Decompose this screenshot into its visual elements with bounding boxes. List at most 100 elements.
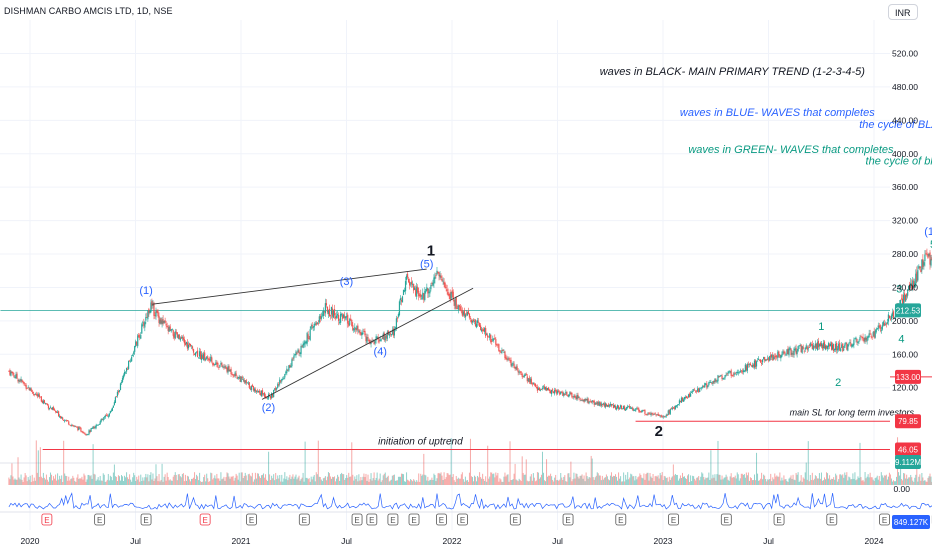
volume-bar (765, 479, 767, 485)
volume-bar (809, 475, 811, 485)
candle-body (858, 340, 860, 342)
candle-body (628, 405, 630, 407)
volume-bar (583, 475, 585, 485)
candle-body (680, 397, 683, 403)
volume-bar (421, 475, 423, 485)
candle-body (364, 331, 366, 336)
candle-body (46, 403, 49, 405)
candle-body (85, 434, 87, 435)
volume-bar (224, 480, 226, 485)
candle-body (789, 347, 791, 350)
candle-body (821, 344, 824, 349)
candle-body (227, 366, 229, 373)
volume-bar (251, 472, 253, 485)
candle-body (431, 283, 433, 284)
wave-label: 1 (818, 321, 824, 333)
candle-body (93, 426, 95, 429)
volume-bar (857, 476, 859, 485)
volume-bar (38, 476, 40, 485)
candle-body (604, 403, 606, 408)
candle-body (610, 404, 613, 406)
candle-body (274, 388, 276, 390)
volume-bar (481, 478, 483, 485)
earnings-marker (408, 513, 420, 526)
volume-bar (284, 472, 286, 485)
volume-bar (509, 441, 511, 485)
price-axis[interactable]: 520.00480.00440.00400.00360.00320.00280.… (892, 49, 930, 530)
candle-body (448, 294, 450, 296)
volume-bar (875, 477, 877, 485)
volume-bar (623, 472, 625, 485)
candle-body (284, 374, 286, 378)
candle-body (519, 371, 521, 373)
volume-bar (734, 475, 736, 485)
candle-body (166, 326, 168, 328)
volume-bar (499, 478, 501, 485)
candle-body (776, 356, 778, 358)
volume-bar (85, 481, 87, 485)
candle-body (915, 273, 917, 285)
candle-body (668, 410, 670, 414)
candle-body (111, 407, 113, 411)
candle-body (767, 358, 769, 360)
candle-body (868, 333, 870, 337)
candle-body (930, 259, 932, 266)
candle-body (275, 387, 277, 391)
volume-bar (188, 479, 190, 485)
volume-bar (535, 480, 537, 485)
candle-body (728, 371, 730, 373)
earnings-marker-label: E (97, 516, 102, 525)
volume-bar (286, 476, 288, 485)
volume-bar (375, 477, 377, 485)
candle-body (692, 391, 694, 393)
volume-bar (23, 477, 25, 485)
volume-bar (428, 481, 430, 485)
volume-bar (106, 479, 108, 485)
volume-bar (79, 478, 81, 485)
candle-body (325, 303, 328, 306)
wave-label: 5 (930, 239, 932, 251)
volume-bar (295, 474, 297, 485)
volume-bar (94, 474, 96, 485)
candle-body (490, 334, 492, 343)
volume-bar (57, 473, 59, 485)
volume-bar (193, 477, 195, 485)
currency-selector[interactable]: INR (888, 4, 918, 20)
candle-body (630, 408, 632, 409)
candle-body (175, 331, 177, 333)
volume-bar (731, 477, 733, 485)
candle-body (835, 343, 837, 350)
volume-bar (506, 474, 508, 485)
volume-bar (480, 477, 482, 485)
volume-bar (423, 453, 425, 485)
volume-bar (450, 438, 452, 485)
volume-bar (448, 475, 450, 485)
candle-body (23, 381, 25, 384)
time-axis[interactable]: 2020Jul2021Jul2022Jul2023Jul2024Jun2025J… (21, 536, 932, 546)
candle-body (189, 344, 192, 347)
volume-bar (169, 479, 171, 485)
volume-bar (238, 472, 240, 485)
volume-bar (696, 477, 698, 485)
volume-bar (90, 475, 92, 485)
candle-body (621, 405, 623, 410)
volume-bar (129, 474, 131, 485)
volume-bar (714, 474, 716, 485)
candle-body (687, 394, 690, 398)
candle-body (320, 316, 322, 319)
candle-body (423, 293, 425, 300)
volume-bar (612, 475, 614, 485)
candle-body (272, 394, 274, 397)
candle-body (615, 407, 618, 410)
volume-bar (167, 476, 169, 485)
volume-bar (187, 476, 189, 485)
candle-body (514, 367, 516, 369)
volume-bar (148, 481, 150, 485)
volume-bar (821, 480, 823, 485)
candle-body (594, 402, 596, 405)
candle-body (78, 427, 80, 430)
volume-bar (297, 477, 299, 485)
volume-bar (850, 479, 852, 485)
candle-body (452, 291, 454, 300)
